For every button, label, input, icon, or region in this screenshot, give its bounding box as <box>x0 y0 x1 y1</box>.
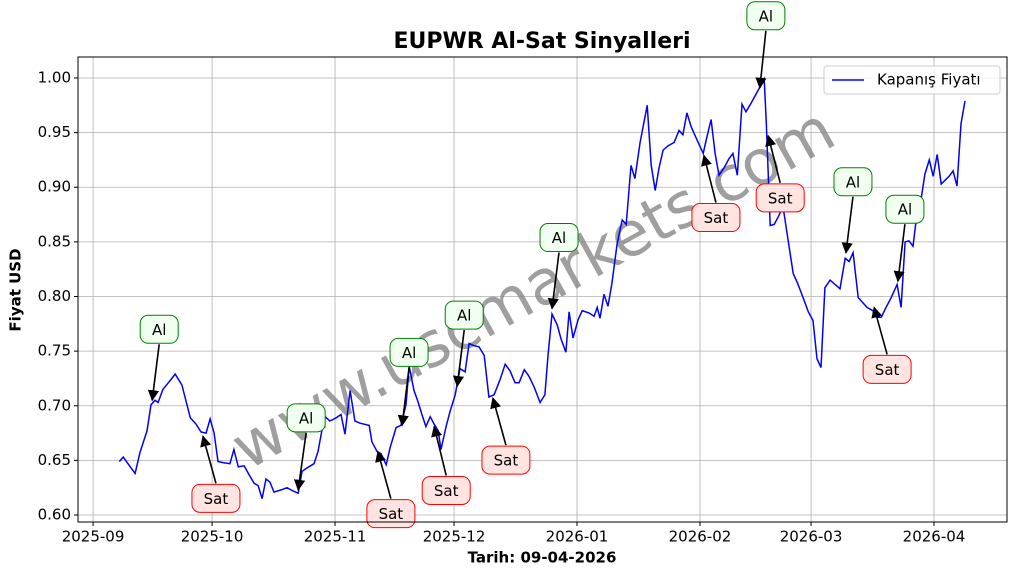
signal-arrow <box>147 344 160 402</box>
signal-arrow <box>755 30 767 89</box>
signal-arrow <box>765 134 781 184</box>
chart-title: EUPWR Al-Sat Sinyalleri <box>393 29 690 54</box>
signal-arrow <box>841 196 854 254</box>
x-tick-label: 2026-01 <box>546 528 609 546</box>
signal-label: Sat <box>875 361 900 379</box>
price-line <box>118 76 966 499</box>
y-tick-label: 0.70 <box>38 396 71 414</box>
y-axis-label: Fiyat USD <box>7 248 25 331</box>
signal-arrow <box>490 397 507 446</box>
signal-label: Sat <box>204 490 229 508</box>
signal-label: Sat <box>768 189 793 207</box>
x-axis-label: Tarih: 09-04-2026 <box>468 549 617 567</box>
signal-box <box>755 183 805 213</box>
signal-box <box>539 223 579 253</box>
signal-box <box>833 167 873 197</box>
y-tick-label: 0.75 <box>38 342 71 360</box>
signal-arrow <box>893 224 906 283</box>
x-tick-label: 2026-04 <box>903 528 966 546</box>
x-tick-label: 2026-03 <box>780 528 843 546</box>
signal-label: Sat <box>434 482 459 500</box>
x-tick-label: 2026-02 <box>669 528 732 546</box>
signal-label: Al <box>457 307 471 325</box>
signal-arrow <box>701 154 717 203</box>
x-tick-label: 2025-10 <box>181 528 244 546</box>
signal-label: Sat <box>494 452 519 470</box>
x-tick-label: 2025-11 <box>304 528 367 546</box>
signal-label: Al <box>846 173 860 191</box>
signal-label: Al <box>552 229 566 247</box>
signal-box <box>139 314 179 344</box>
y-tick-label: 1.00 <box>38 68 71 86</box>
y-tick-label: 0.90 <box>38 178 71 196</box>
signal-box <box>444 300 484 330</box>
signal-box <box>421 476 471 506</box>
signal-arrow <box>200 435 217 484</box>
y-tick-label: 0.95 <box>38 123 71 141</box>
signal-box <box>862 354 912 384</box>
signal-label: Sat <box>704 209 729 227</box>
x-tick-label: 2025-12 <box>423 528 486 546</box>
legend-label: Kapanış Fiyatı <box>877 71 981 89</box>
signal-box <box>191 483 241 513</box>
signal-box <box>286 403 326 433</box>
plot-frame <box>77 56 1008 523</box>
signal-arrow <box>871 306 888 355</box>
signal-label: Al <box>152 321 166 339</box>
x-tick-label: 2025-09 <box>62 528 125 546</box>
y-tick-label: 0.85 <box>38 232 71 250</box>
signal-arrow <box>547 252 560 310</box>
signal-arrow <box>294 432 307 491</box>
signal-arrow <box>397 367 410 427</box>
signal-label: Al <box>898 201 912 219</box>
signal-label: Al <box>759 7 773 25</box>
legend-box <box>823 65 1001 95</box>
signal-box <box>885 194 925 224</box>
signal-arrow <box>452 329 466 388</box>
signal-box <box>691 203 741 233</box>
signal-arrow <box>431 425 447 476</box>
y-tick-label: 0.80 <box>38 287 71 305</box>
signal-label: Sat <box>379 505 404 523</box>
signal-arrow <box>375 450 392 499</box>
y-tick-label: 0.60 <box>38 506 71 524</box>
signal-label: Al <box>402 344 416 362</box>
signal-label: Al <box>299 409 313 427</box>
signal-box <box>389 337 429 367</box>
signal-box <box>746 1 786 31</box>
signal-box <box>481 445 531 475</box>
y-tick-label: 0.65 <box>38 451 71 469</box>
signal-box <box>366 499 416 529</box>
